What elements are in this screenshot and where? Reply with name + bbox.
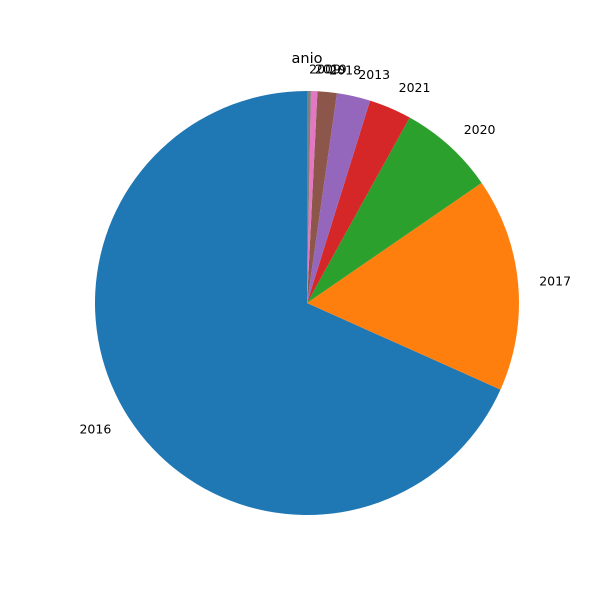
slice-label-2019: 2019 — [315, 61, 347, 76]
pie-slices — [95, 91, 520, 515]
pie-slice-2020 — [307, 117, 482, 303]
slice-label-2009: 2009 — [309, 61, 341, 76]
pie-slice-2016 — [95, 91, 501, 515]
chart-title: anio — [292, 51, 323, 67]
slice-label-2020: 2020 — [464, 122, 496, 137]
pie-slice-2018 — [307, 91, 337, 303]
slice-label-2021: 2021 — [399, 80, 431, 95]
slice-label-2016: 2016 — [79, 421, 111, 436]
pie-slice-2017 — [307, 182, 520, 390]
pie-slice-2013 — [307, 93, 371, 303]
slice-label-2018: 2018 — [329, 62, 361, 77]
pie-slice-2021 — [307, 100, 410, 304]
pie-slice-2019 — [307, 91, 318, 303]
pie-slice-2009 — [307, 91, 311, 303]
slice-label-2017: 2017 — [539, 273, 571, 288]
slice-label-2013: 2013 — [358, 67, 390, 82]
